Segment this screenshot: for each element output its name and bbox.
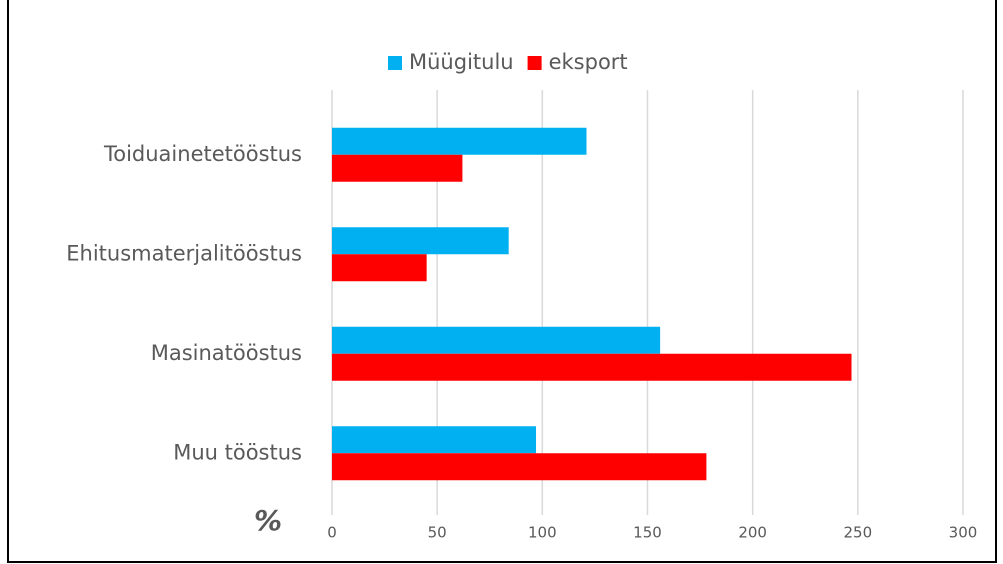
y-tick-label: Toiduainetetööstus (103, 142, 302, 166)
bar (332, 127, 587, 155)
x-tick-label: 50 (428, 524, 447, 542)
bar (332, 353, 852, 381)
bar (332, 254, 427, 282)
bar (332, 426, 537, 454)
x-tick-label: 200 (738, 524, 767, 542)
bar (332, 326, 661, 354)
bar (332, 227, 509, 255)
bar (332, 453, 707, 481)
x-tick-label: 300 (949, 524, 978, 542)
y-tick-label: Ehitusmaterjalitööstus (66, 241, 302, 265)
y-tick-label: Masinatööstus (151, 341, 302, 365)
y-tick-label: Muu tööstus (173, 440, 302, 464)
x-tick-label: 250 (844, 524, 873, 542)
x-tick-label: 100 (528, 524, 557, 542)
bar (332, 154, 463, 182)
legend-label: Müügitulu (409, 50, 514, 74)
x-axis-label: % (254, 504, 282, 537)
x-tick-label: 150 (633, 524, 662, 542)
legend-swatch (388, 56, 402, 70)
x-tick-label: 0 (327, 524, 337, 542)
legend-label: eksport (549, 50, 628, 74)
legend-swatch (527, 56, 542, 70)
